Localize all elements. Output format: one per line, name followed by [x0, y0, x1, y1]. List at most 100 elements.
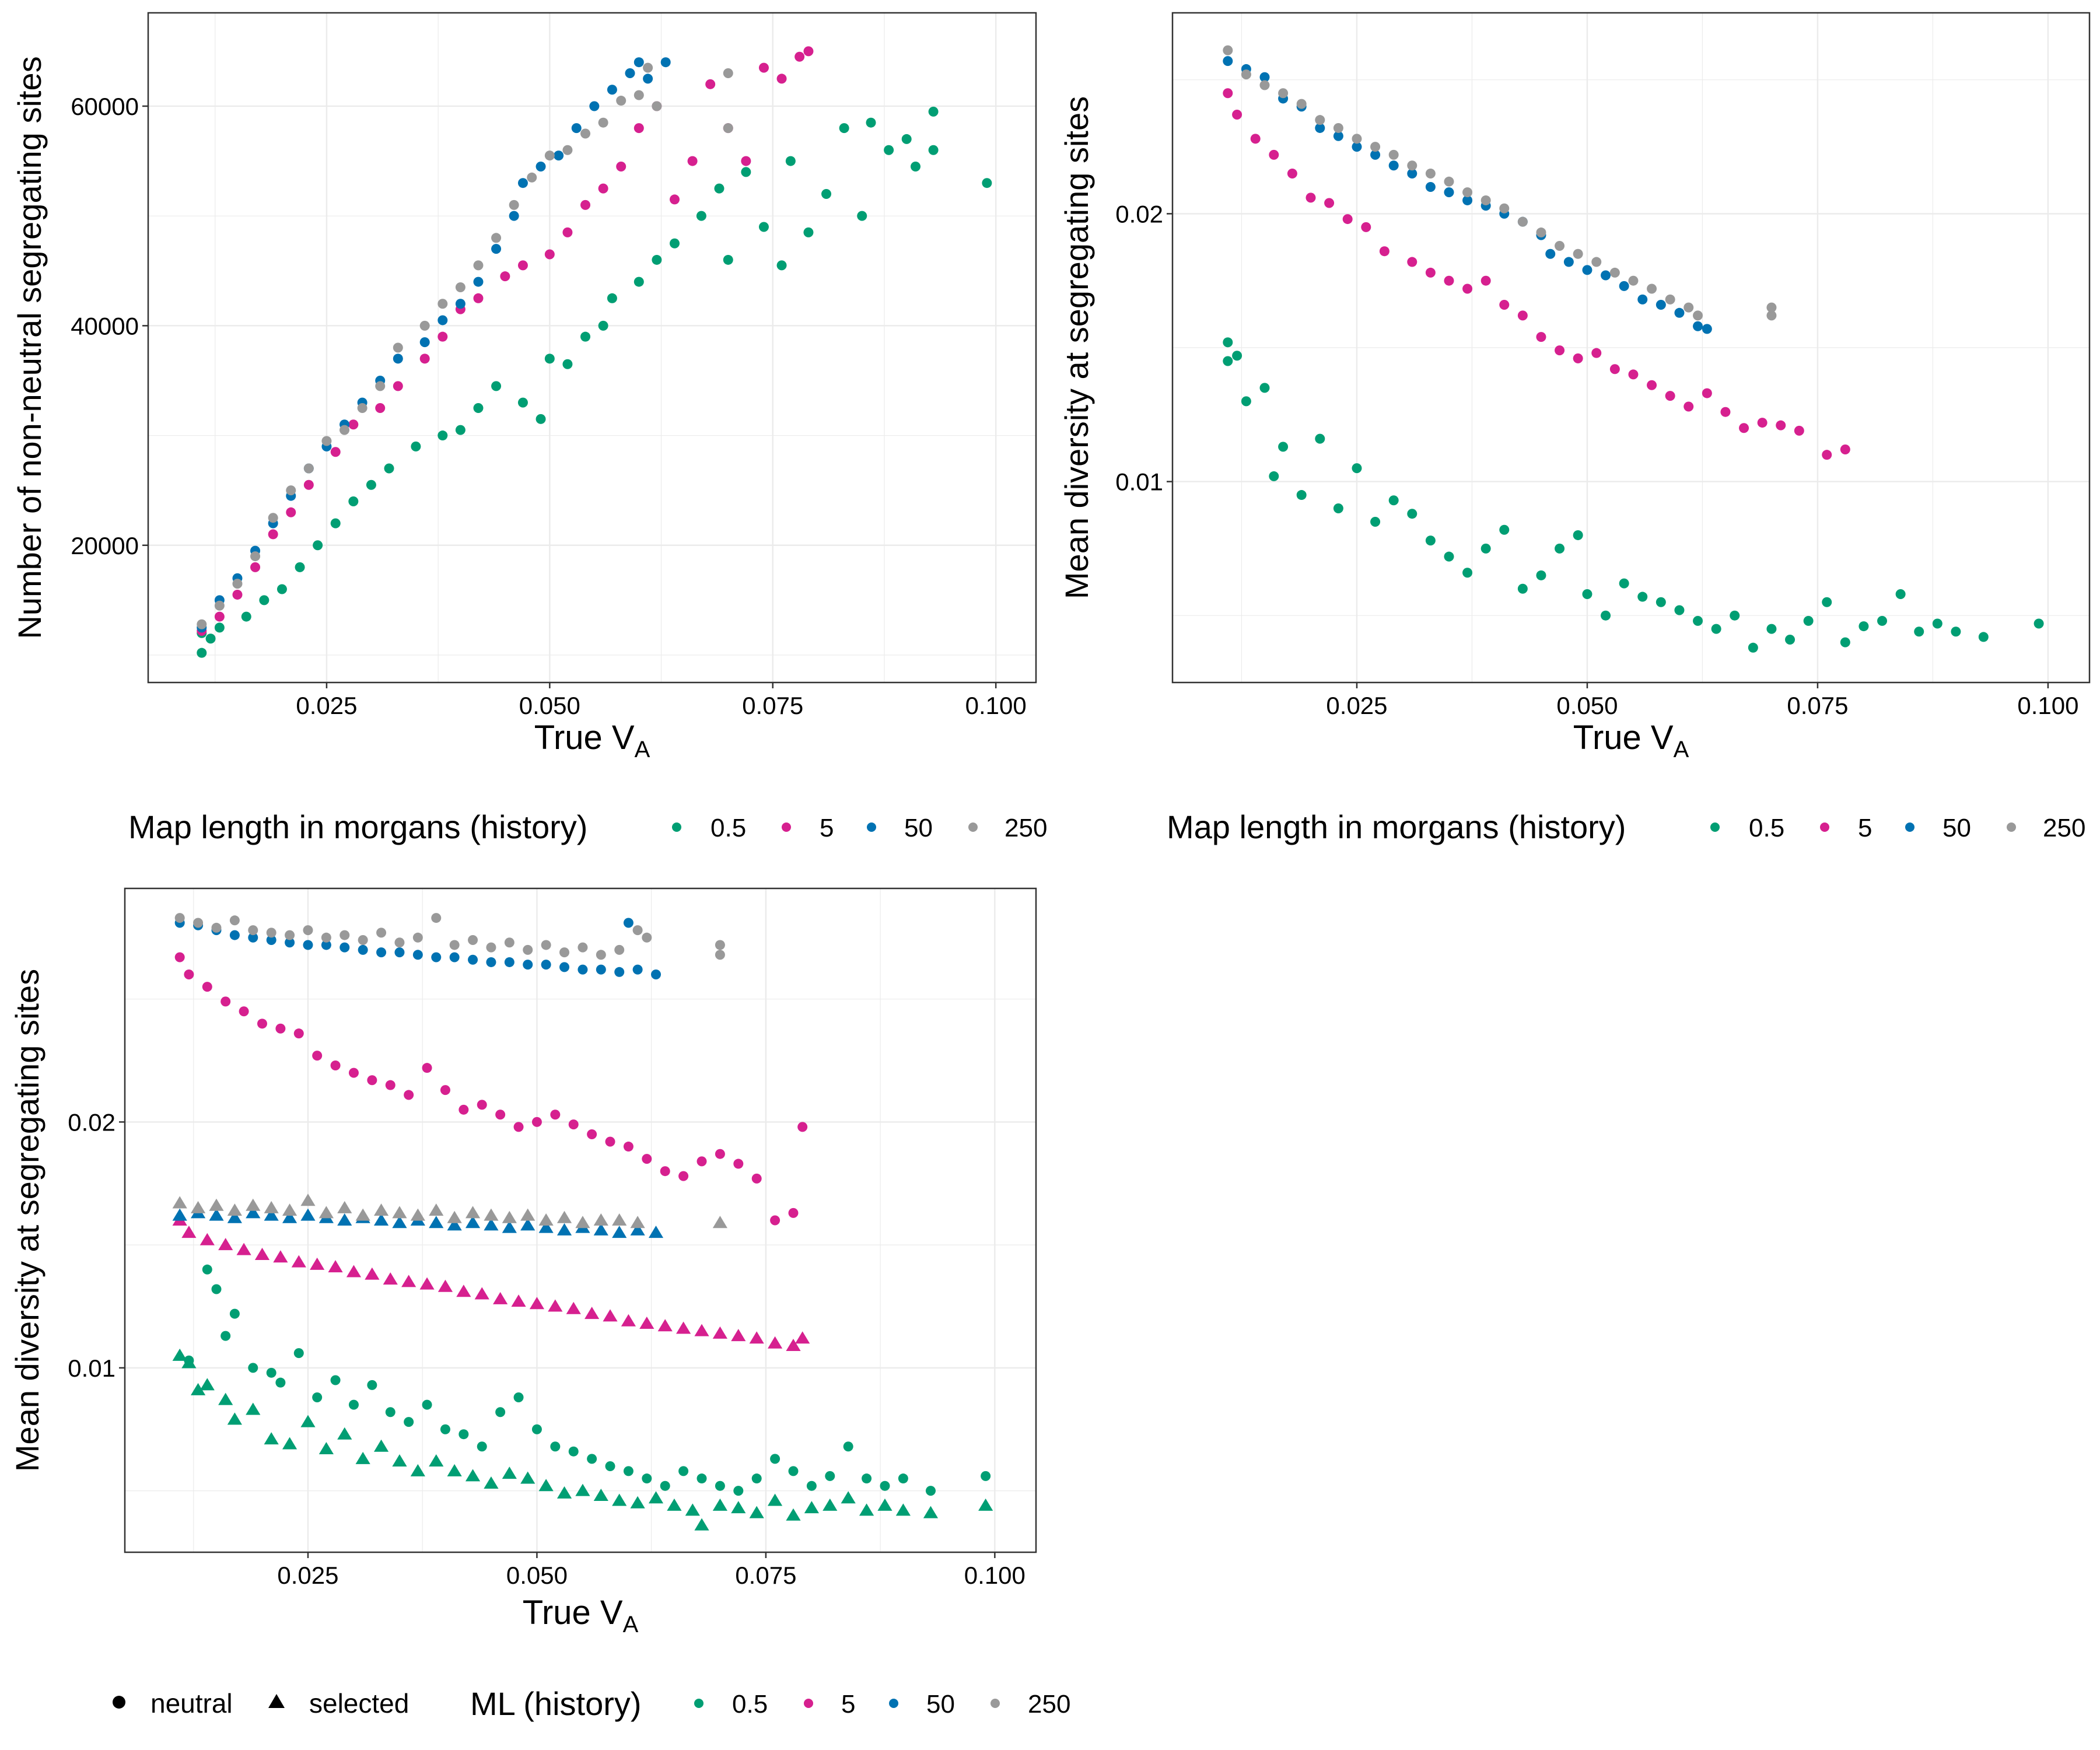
y-tick-label: 20000	[71, 532, 139, 559]
data-point-selected	[383, 1272, 398, 1285]
data-point	[250, 562, 261, 572]
data-point-selected	[667, 1498, 682, 1511]
data-point	[580, 331, 591, 342]
data-point-selected	[786, 1508, 801, 1521]
panel-2-x-axis-title-main: True V	[1573, 719, 1674, 757]
y-tick-label: 40000	[71, 312, 139, 340]
data-point	[1223, 88, 1233, 99]
data-point-selected	[410, 1464, 425, 1476]
data-point	[1407, 257, 1418, 267]
data-point	[1693, 321, 1703, 331]
data-point	[1517, 310, 1528, 321]
data-point	[1223, 56, 1233, 66]
data-point-neutral	[193, 918, 204, 928]
data-point-neutral	[412, 932, 423, 943]
data-point	[197, 648, 207, 658]
data-point-selected	[822, 1498, 838, 1511]
data-point-selected	[474, 1287, 489, 1300]
data-point-neutral	[404, 1417, 414, 1427]
data-point	[616, 96, 626, 106]
data-point-neutral	[642, 1474, 652, 1484]
data-point-neutral	[715, 940, 725, 950]
panel-1-points	[197, 46, 992, 658]
data-point-neutral	[468, 935, 478, 946]
data-point-neutral	[788, 1208, 799, 1218]
legend-panel-3-label-0: 0.5	[732, 1690, 768, 1718]
data-point	[1978, 632, 1989, 642]
data-point-neutral	[257, 1019, 267, 1029]
legend-panel-1-label-1: 5	[820, 814, 834, 842]
panel-3-diversity-by-class: 0.025 0.050 0.075 0.100 0.01 0.02 True VA Mea…	[9, 887, 1037, 1637]
data-point	[491, 233, 502, 243]
data-point	[1822, 597, 1832, 607]
x-tick-label: 0.075	[1787, 692, 1848, 719]
data-point	[1757, 418, 1768, 428]
data-point-neutral	[541, 940, 551, 950]
data-point	[634, 90, 644, 100]
x-tick-label: 0.100	[965, 692, 1027, 719]
data-point	[1536, 228, 1546, 238]
panel-1-frame	[147, 12, 1037, 684]
legend-panel-1-label-2: 50	[904, 814, 933, 842]
data-point-selected	[355, 1208, 370, 1221]
data-point	[1462, 284, 1473, 294]
data-point-selected	[373, 1213, 389, 1226]
data-point	[1425, 169, 1436, 179]
panel-1-gridlines	[148, 13, 1036, 682]
data-point	[232, 589, 243, 600]
data-point	[1748, 642, 1758, 653]
data-point-neutral	[504, 957, 514, 967]
data-point	[1315, 433, 1325, 444]
data-point-selected	[337, 1200, 352, 1213]
data-point	[866, 117, 876, 128]
data-point	[1711, 624, 1721, 634]
data-point-neutral	[211, 922, 222, 933]
data-point	[419, 354, 430, 364]
data-point-selected	[685, 1503, 700, 1516]
data-point-selected	[767, 1336, 783, 1349]
data-point-selected	[502, 1210, 517, 1223]
data-point	[1591, 348, 1602, 358]
data-point-selected	[465, 1206, 481, 1219]
data-point-selected	[484, 1218, 499, 1231]
data-point-neutral	[596, 950, 606, 960]
data-point-neutral	[843, 1441, 853, 1452]
data-point	[214, 611, 225, 622]
data-point-neutral	[614, 944, 625, 955]
data-point-neutral	[229, 915, 240, 926]
data-point-selected	[520, 1208, 536, 1221]
data-point-selected	[282, 1437, 298, 1450]
data-point-selected	[318, 1206, 334, 1219]
data-point	[348, 496, 359, 506]
legend-panel-1-title: Map length in morgans (history)	[128, 808, 587, 845]
data-point	[303, 463, 314, 474]
data-point-neutral	[248, 932, 258, 943]
data-point-selected	[978, 1498, 993, 1511]
data-point-neutral	[211, 1284, 222, 1294]
data-point-selected	[676, 1321, 691, 1334]
data-point	[1462, 195, 1473, 205]
data-point-neutral	[303, 925, 313, 936]
data-point-neutral	[568, 1446, 579, 1457]
data-point-selected	[630, 1216, 645, 1228]
data-point-selected	[841, 1491, 856, 1504]
data-point-selected	[218, 1392, 233, 1405]
data-point	[884, 145, 894, 155]
data-point-selected	[264, 1208, 279, 1221]
data-point-neutral	[642, 1154, 652, 1164]
data-point	[1232, 351, 1242, 361]
data-point	[1259, 383, 1270, 393]
data-point	[1480, 275, 1491, 286]
data-point	[1766, 302, 1777, 313]
data-point-selected	[630, 1496, 645, 1508]
data-point-neutral	[312, 1051, 323, 1061]
data-point-neutral	[623, 1142, 634, 1152]
panel-2-diversity: 0.025 0.050 0.075 0.100 0.01 0.02 True VA Mea…	[1058, 12, 2091, 762]
data-point	[473, 260, 484, 271]
data-point-neutral	[358, 944, 368, 955]
data-point-selected	[310, 1257, 325, 1270]
data-point	[375, 403, 386, 414]
data-point-selected	[639, 1317, 654, 1329]
data-point-neutral	[394, 937, 405, 948]
data-point	[1545, 249, 1556, 259]
